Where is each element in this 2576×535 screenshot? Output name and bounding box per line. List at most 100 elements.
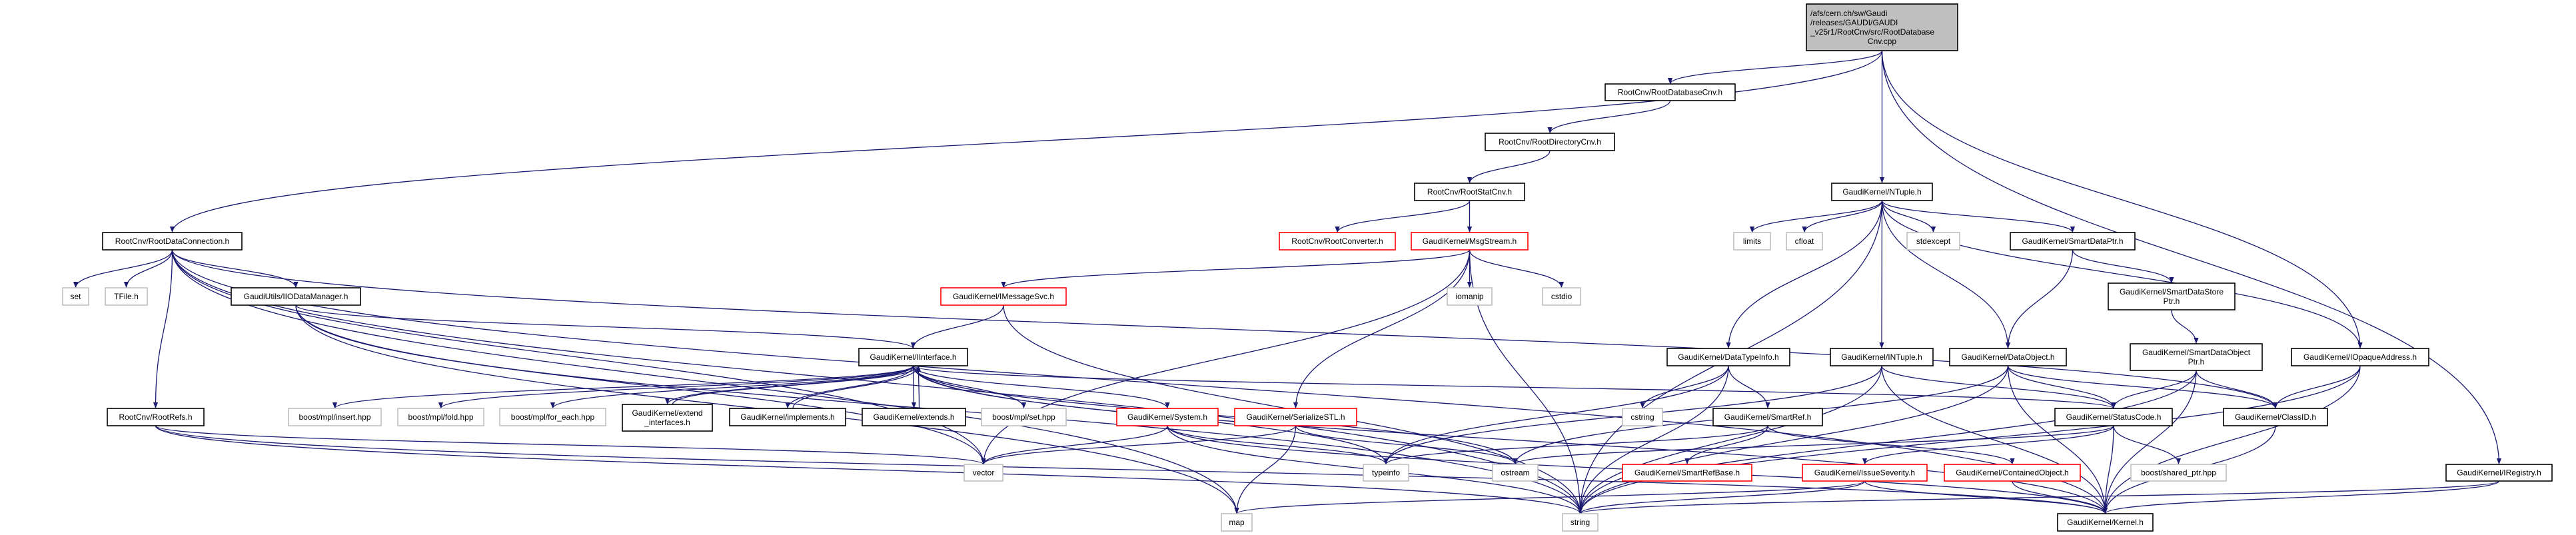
- edge-ntuple-to-datatypeinfo: [1726, 200, 1883, 349]
- node-ostream: ostream: [1492, 464, 1539, 482]
- node-box: [1830, 348, 1934, 366]
- node-box: [1831, 183, 1933, 201]
- node-label: _interfaces.h: [644, 418, 690, 427]
- node-smartdataptr[interactable]: GaudiKernel/SmartDataPtr.h: [2010, 232, 2136, 251]
- edge-serialize-to-vector: [981, 425, 1297, 465]
- node-label: Cnv.cpp: [1868, 37, 1896, 46]
- edge-root-to-rdc: [170, 50, 1883, 233]
- node-smartrefbase[interactable]: GaudiKernel/SmartRefBase.h: [1622, 464, 1752, 482]
- node-label: _v25r1/RootCnv/src/RootDatabase: [1810, 27, 1934, 37]
- node-label: cstring: [1630, 412, 1654, 422]
- edge-datatypeinfo-to-cstring: [1640, 365, 1729, 409]
- edge-msgstream-to-imsgsvc: [1001, 249, 1471, 288]
- node-kernel[interactable]: GaudiKernel/Kernel.h: [2057, 513, 2154, 532]
- edge-rootrefs-to-string: [155, 425, 1583, 514]
- node-label: /afs/cern.ch/sw/Gaudi: [1810, 9, 1887, 18]
- node-classid[interactable]: GaudiKernel/ClassID.h: [2223, 408, 2328, 426]
- edge-implements-to-iinterface: [792, 365, 922, 409]
- node-rdircnv[interactable]: RootCnv/RootDirectoryCnv.h: [1485, 133, 1615, 151]
- node-contained[interactable]: GaudiKernel/ContainedObject.h: [1944, 464, 2081, 482]
- node-label: /releases/GAUDI/GAUDI: [1810, 18, 1898, 27]
- node-label: boost/shared_ptr.hpp: [2141, 468, 2216, 478]
- node-extends[interactable]: GaudiKernel/extends.h: [862, 408, 966, 426]
- edge-iopaque-to-kernel: [2102, 365, 2361, 514]
- edge-sdobjptr-to-classid: [2196, 370, 2278, 409]
- node-box: [2223, 408, 2328, 426]
- edge-system-to-typeinfo: [1167, 425, 1389, 465]
- node-box: [622, 404, 713, 432]
- node-label: GaudiUtils/IIODataManager.h: [244, 292, 348, 301]
- node-rdbcnv[interactable]: RootCnv/RootDatabaseCnv.h: [1605, 83, 1736, 101]
- node-implements[interactable]: GaudiKernel/implements.h: [729, 408, 846, 426]
- node-intuple[interactable]: GaudiKernel/INTuple.h: [1830, 348, 1934, 366]
- node-box: [2130, 343, 2263, 371]
- edge-smartref-to-typeinfo: [1383, 425, 1768, 465]
- node-label: GaudiKernel/SmartRef.h: [1724, 412, 1812, 422]
- node-iinterface[interactable]: GaudiKernel/IInterface.h: [858, 348, 968, 366]
- node-root[interactable]: /afs/cern.ch/sw/Gaudi/releases/GAUDI/GAU…: [1806, 3, 1958, 51]
- edge-iinterface-to-implements: [785, 365, 914, 409]
- node-label: typeinfo: [1372, 468, 1400, 478]
- node-statuscode[interactable]: GaudiKernel/StatusCode.h: [2054, 408, 2173, 426]
- node-box: [1806, 3, 1958, 51]
- edge-ntuple-to-smartdataptr: [1881, 200, 2075, 233]
- node-label: GaudiKernel/MsgStream.h: [1423, 237, 1517, 246]
- node-box: [858, 348, 968, 366]
- node-serialize[interactable]: GaudiKernel/SerializeSTL.h: [1234, 408, 1357, 426]
- node-rootrefs[interactable]: RootCnv/RootRefs.h: [107, 408, 205, 426]
- node-rstatcnv[interactable]: RootCnv/RootStatCnv.h: [1414, 183, 1525, 201]
- node-label: ostream: [1501, 468, 1529, 478]
- node-label: GaudiKernel/SerializeSTL.h: [1246, 412, 1345, 422]
- node-map: map: [1221, 513, 1253, 532]
- node-label: GaudiKernel/DataTypeInfo.h: [1678, 352, 1778, 362]
- edge-root-to-iregistry: [1881, 50, 2502, 465]
- node-imsgsvc[interactable]: GaudiKernel/IMessageSvc.h: [940, 287, 1067, 306]
- node-msgstream[interactable]: GaudiKernel/MsgStream.h: [1411, 232, 1529, 251]
- node-box: [1411, 232, 1529, 251]
- node-label: GaudiKernel/StatusCode.h: [2066, 412, 2162, 422]
- node-box: [2108, 282, 2236, 310]
- edge-iiodm-to-iinterface: [295, 304, 916, 349]
- node-box: [2057, 513, 2154, 532]
- node-smartref[interactable]: GaudiKernel/SmartRef.h: [1712, 408, 1823, 426]
- node-box: [288, 408, 382, 426]
- node-iregistry[interactable]: GaudiKernel/IRegistry.h: [2445, 464, 2553, 482]
- node-label: GaudiKernel/IInterface.h: [870, 352, 956, 362]
- edge-rdc-to-iiodm: [171, 249, 299, 288]
- edge-dataobject-to-string: [1577, 365, 2009, 514]
- node-label: TFile.h: [114, 292, 139, 301]
- edge-iinterface-to-foreach: [550, 365, 914, 409]
- node-iiodm[interactable]: GaudiUtils/IIODataManager.h: [231, 287, 361, 306]
- node-rconv[interactable]: RootCnv/RootConverter.h: [1279, 232, 1396, 251]
- node-box: [1944, 464, 2081, 482]
- edge-sdobjptr-to-statuscode: [2111, 370, 2197, 409]
- node-system[interactable]: GaudiKernel/System.h: [1116, 408, 1219, 426]
- node-box: [1279, 232, 1396, 251]
- node-box: [940, 287, 1067, 306]
- edge-rstatcnv-to-rconv: [1335, 200, 1471, 233]
- node-box: [105, 287, 148, 306]
- node-label: GaudiKernel/DataObject.h: [1961, 352, 2054, 362]
- node-cfloat: cfloat: [1786, 232, 1823, 251]
- node-stdexcept: stdexcept: [1906, 232, 1960, 251]
- edge-ntuple-to-dataobject: [1881, 200, 2011, 349]
- node-datatypeinfo[interactable]: GaudiKernel/DataTypeInfo.h: [1666, 348, 1790, 366]
- edge-rdc-to-classid: [171, 249, 2278, 409]
- node-iopaque[interactable]: GaudiKernel/IOpaqueAddress.h: [2291, 348, 2429, 366]
- node-cstring: cstring: [1622, 408, 1663, 426]
- node-label: set: [70, 292, 81, 301]
- node-label: GaudiKernel/SmartDataStore: [2120, 287, 2224, 296]
- node-label: boost/mpl/set.hpp: [992, 412, 1055, 422]
- node-rdc[interactable]: RootCnv/RootDataConnection.h: [102, 232, 243, 251]
- node-label: GaudiKernel/IssueSeverity.h: [1814, 468, 1915, 478]
- node-ntuple[interactable]: GaudiKernel/NTuple.h: [1831, 183, 1933, 201]
- node-dataobject[interactable]: GaudiKernel/DataObject.h: [1949, 348, 2067, 366]
- node-extint[interactable]: GaudiKernel/extend_interfaces.h: [622, 404, 713, 432]
- node-box: [2445, 464, 2553, 482]
- edge-ntuple-to-cfloat: [1802, 200, 1883, 233]
- edge-root-to-iopaque: [1881, 50, 2363, 349]
- node-issue[interactable]: GaudiKernel/IssueSeverity.h: [1802, 464, 1928, 482]
- node-label: GaudiKernel/SmartDataPtr.h: [2022, 237, 2123, 246]
